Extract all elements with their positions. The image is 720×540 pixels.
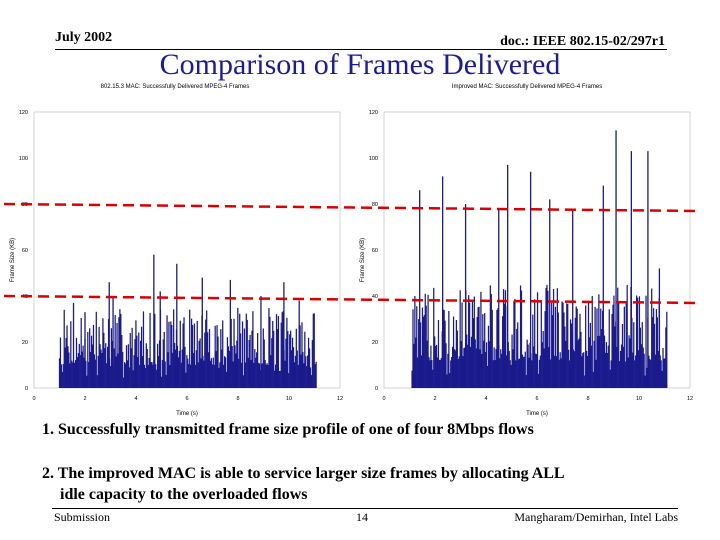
x-tick-label: 8 [586,396,589,402]
note-2-line-1: 2. The improved MAC is able to service l… [42,465,565,482]
y-tick-label: 60 [22,248,28,254]
x-tick-label: 10 [286,396,292,402]
chart-right: Improved MAC: Successfully Delivered MPE… [360,84,693,417]
y-tick-label: 100 [369,156,378,162]
y-tick-label: 60 [372,248,378,254]
footer-page-number: 14 [356,510,368,524]
x-tick-label: 12 [337,396,343,402]
y-tick-label: 100 [19,156,28,162]
y-axis-label: Frame Size (KB) [360,238,366,282]
y-tick-label: 20 [372,340,378,346]
header-doc-id: doc.: IEEE 802.15-02/297r1 [500,34,665,49]
y-axis-label: Frame Size (KB) [10,238,16,282]
reference-line [3,294,701,305]
x-tick-label: 8 [236,396,239,402]
slide-title: Comparison of Frames Delivered [159,48,561,81]
header-rule [55,49,667,50]
footer-submission: Submission [54,510,111,524]
y-tick-label: 120 [19,110,28,116]
x-axis-label: Time (s) [176,411,198,417]
note-2-line-2: idle capacity to the overloaded flows [60,486,308,503]
reference-lines [3,202,701,305]
x-tick-label: 0 [382,396,385,402]
header-date: July 2002 [55,30,113,45]
y-tick-label: 20 [22,340,28,346]
charts-area: 802.15.3 MAC: Successfully Delivered MPE… [3,84,701,417]
x-tick-label: 12 [687,396,693,402]
y-tick-label: 120 [369,110,378,116]
x-tick-label: 2 [83,396,86,402]
footer-authors: Mangharam/Demirhan, Intel Labs [514,510,678,524]
y-tick-label: 40 [372,294,378,300]
reference-line [3,202,701,213]
x-tick-label: 0 [32,396,35,402]
x-tick-label: 4 [484,396,487,402]
x-tick-label: 6 [185,396,188,402]
x-tick-label: 2 [433,396,436,402]
y-tick-label: 0 [375,386,378,392]
x-axis-label: Time (s) [526,411,548,417]
x-tick-label: 6 [535,396,538,402]
note-2: 2. The improved MAC is able to service l… [42,463,682,505]
x-tick-label: 10 [636,396,642,402]
note-1: 1. Successfully transmitted frame size p… [42,421,534,438]
chart-left: 802.15.3 MAC: Successfully Delivered MPE… [10,84,343,417]
chart-title: Improved MAC: Successfully Delivered MPE… [452,84,602,90]
y-tick-label: 80 [372,202,378,208]
y-tick-label: 0 [25,386,28,392]
x-tick-label: 4 [134,396,137,402]
footer-rule [52,508,678,509]
chart-title: 802.15.3 MAC: Successfully Delivered MPE… [101,84,250,90]
